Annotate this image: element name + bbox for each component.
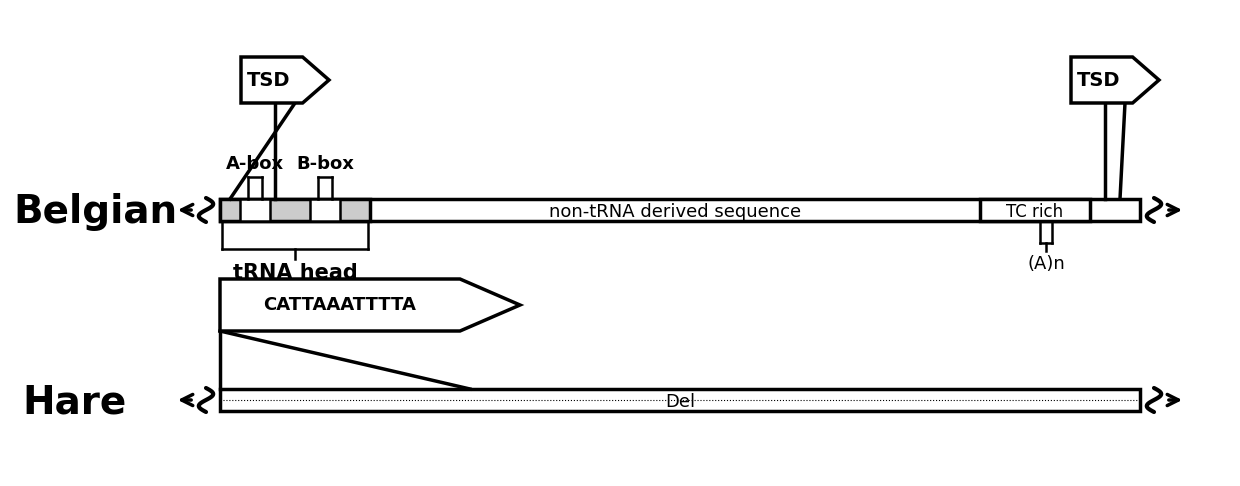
Text: Belgian: Belgian [12,193,177,231]
Bar [310,199,340,221]
Bar [219,199,1140,221]
Text: tRNA head: tRNA head [233,263,357,283]
Bar [980,199,1090,221]
Text: TSD: TSD [1078,70,1121,89]
Text: non-tRNA derived sequence: non-tRNA derived sequence [549,203,801,221]
Bar [241,199,270,221]
Polygon shape [241,57,329,103]
Text: TC rich: TC rich [1007,203,1064,221]
Text: CATTAAATTTTA: CATTAAATTTTA [264,296,417,314]
Bar [219,389,1140,411]
Polygon shape [219,279,520,331]
Text: (A)n: (A)n [1027,255,1065,273]
Text: TSD: TSD [247,70,290,89]
Bar [219,199,370,221]
Polygon shape [1071,57,1159,103]
Text: A-box: A-box [226,155,284,173]
Text: Hare: Hare [22,383,128,421]
Text: B-box: B-box [296,155,353,173]
Text: Del: Del [665,393,696,411]
